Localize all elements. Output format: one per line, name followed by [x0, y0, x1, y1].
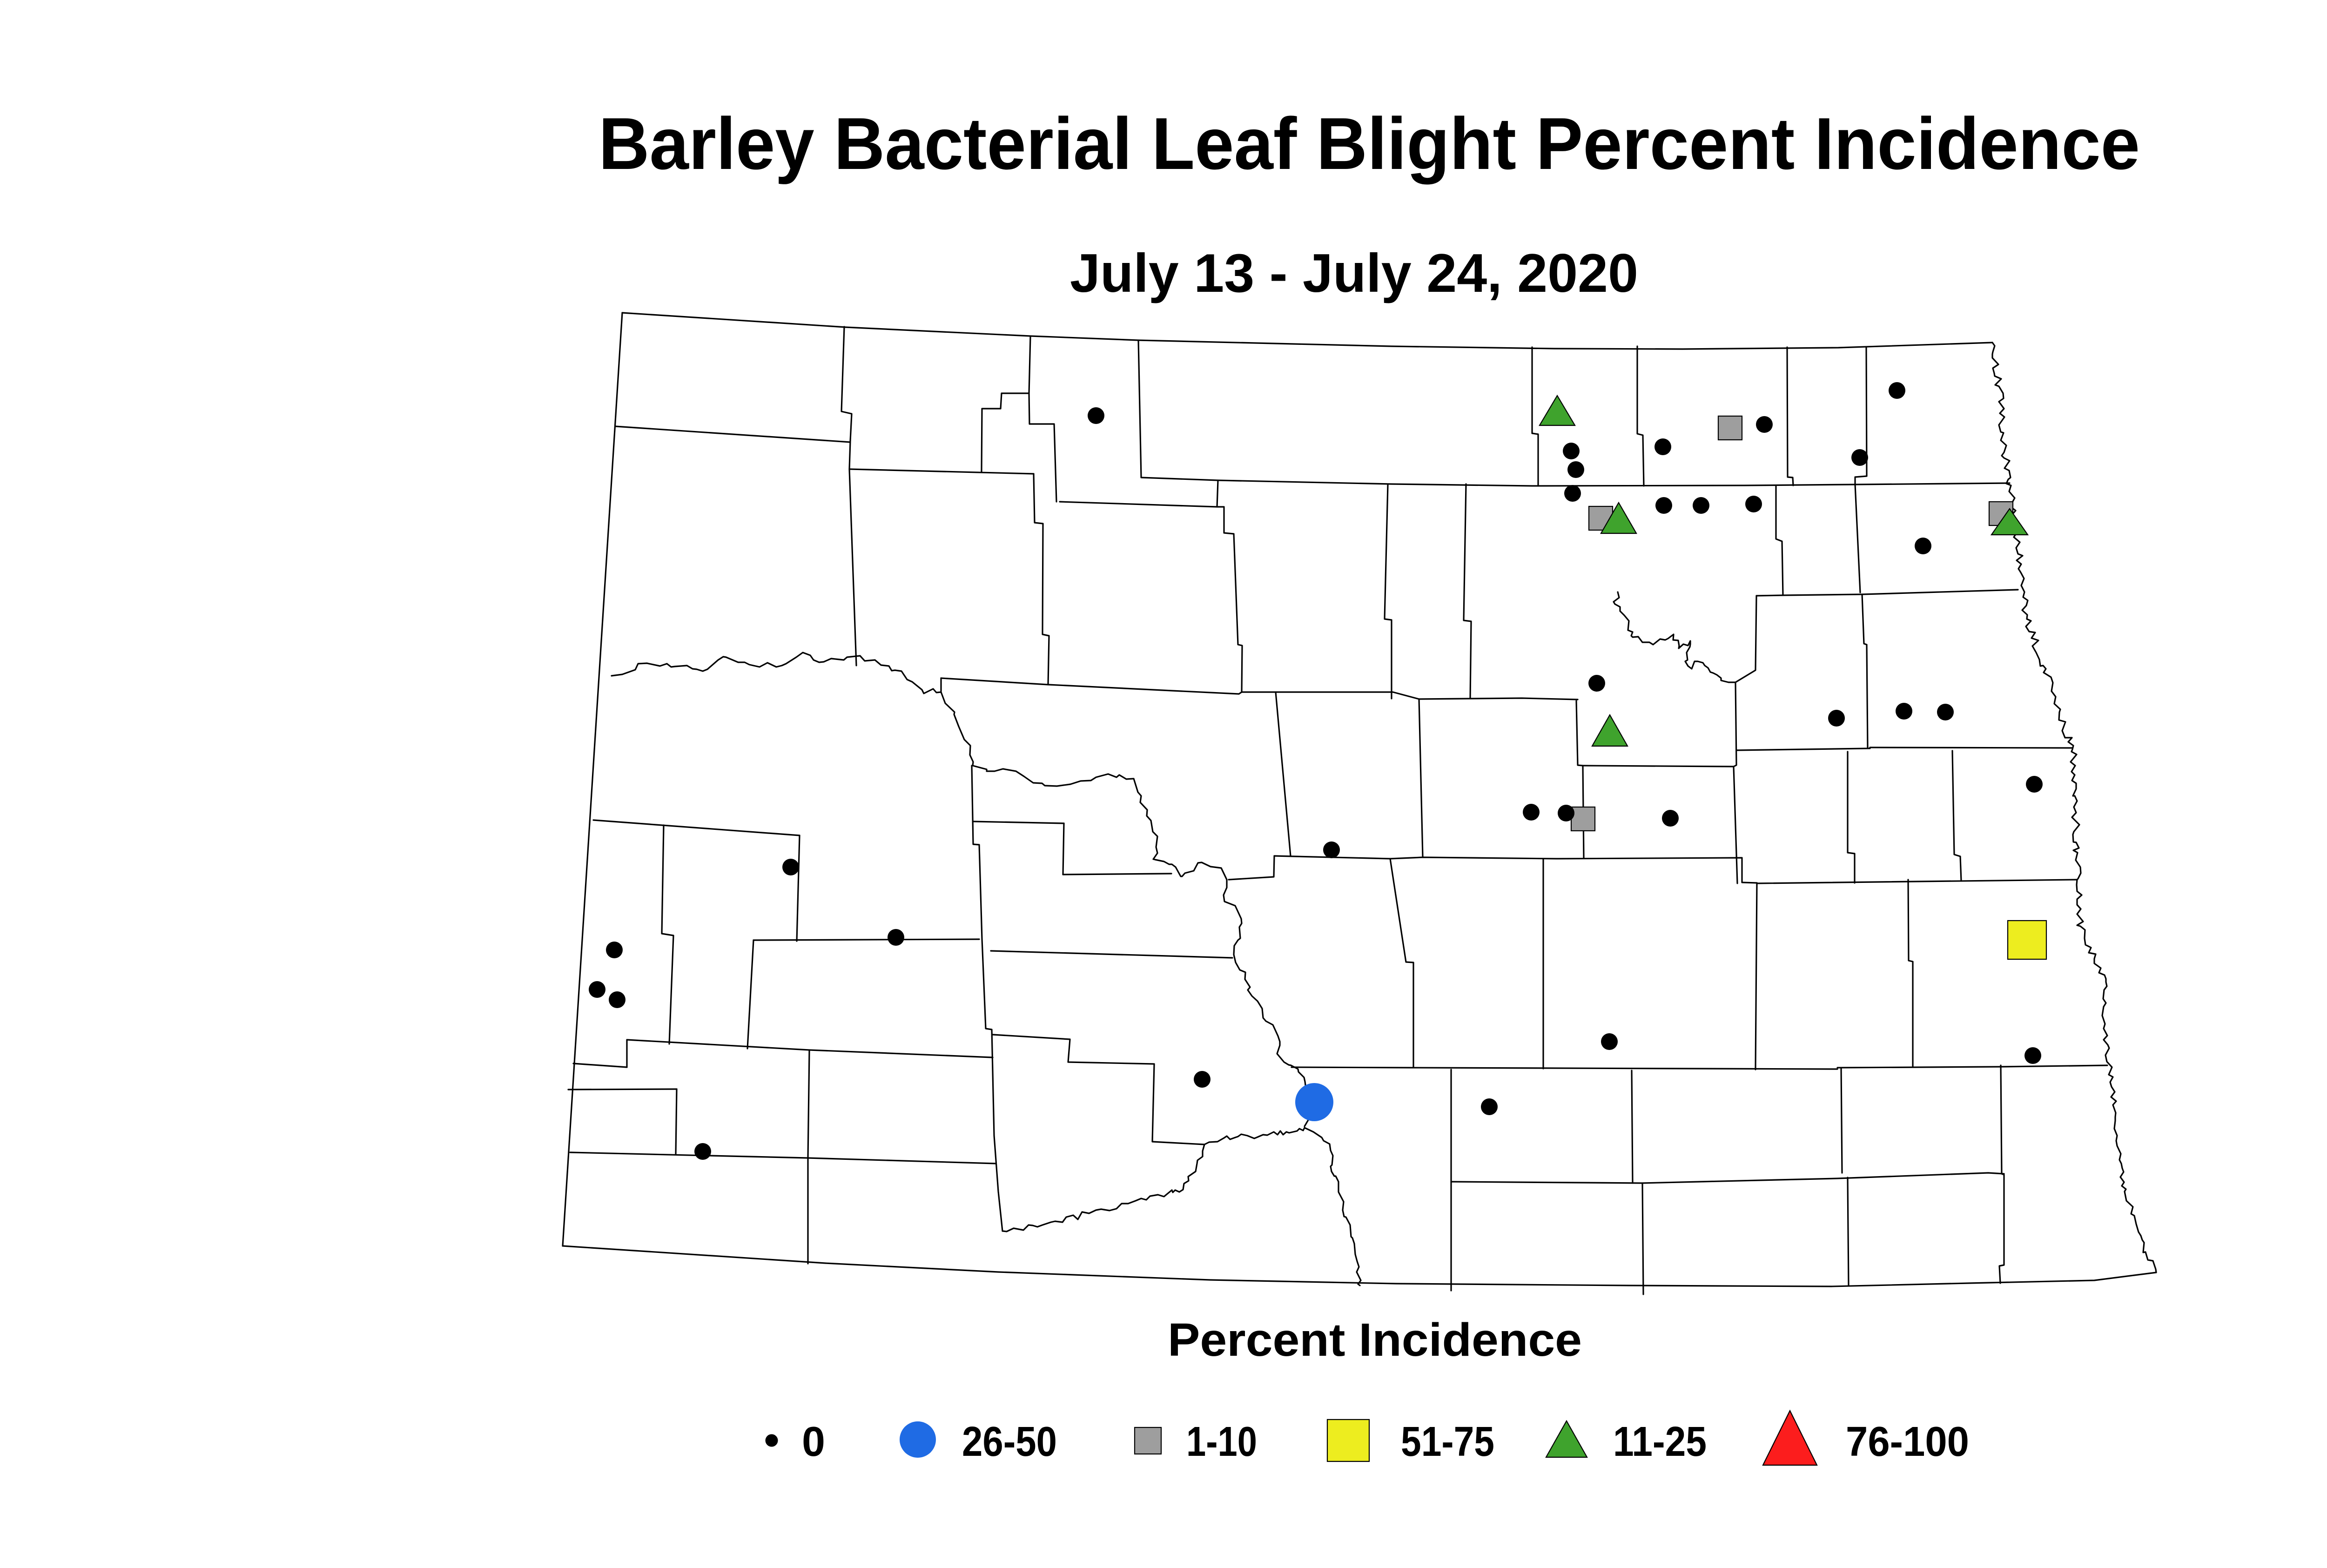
svg-text:Barley Bacterial Leaf Blight P: Barley Bacterial Leaf Blight Percent Inc…	[599, 103, 2140, 185]
svg-text:July 13 - July 24, 2020: July 13 - July 24, 2020	[1070, 242, 1638, 303]
svg-text:76-100: 76-100	[1846, 1419, 1969, 1465]
svg-text:Percent Incidence: Percent Incidence	[1168, 1314, 1582, 1366]
svg-text:11-25: 11-25	[1613, 1419, 1707, 1465]
svg-text:26-50: 26-50	[962, 1419, 1057, 1465]
svg-text:1-10: 1-10	[1186, 1419, 1257, 1465]
svg-text:51-75: 51-75	[1401, 1419, 1494, 1465]
svg-text:0: 0	[802, 1419, 825, 1465]
